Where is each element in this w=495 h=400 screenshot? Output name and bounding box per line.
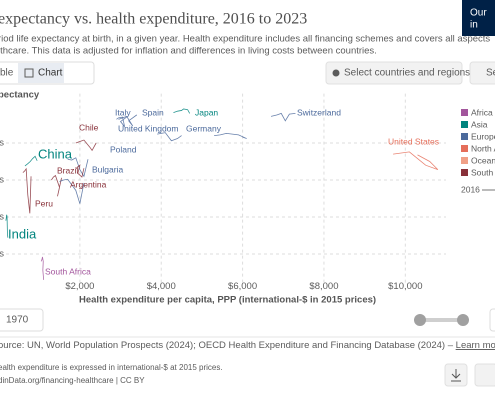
country-line xyxy=(22,167,32,214)
legend-swatch xyxy=(461,169,468,176)
source: ource: UN, World Population Prospects (2… xyxy=(0,340,495,351)
country-line xyxy=(40,256,45,280)
play-button[interactable] xyxy=(489,308,495,332)
timeline-label: 1970 xyxy=(6,315,29,326)
share-button[interactable] xyxy=(474,363,495,387)
legend-label: South A xyxy=(471,167,495,177)
button-label: Se xyxy=(486,68,495,79)
country-label: Argentina xyxy=(70,179,107,189)
country-label: United States xyxy=(388,136,439,146)
country-label: Switzerland xyxy=(297,107,341,117)
tab-active[interactable] xyxy=(18,63,64,83)
y-tick-label: s xyxy=(0,175,4,186)
country-label: United Kingdom xyxy=(118,123,178,133)
legend-swatch xyxy=(461,157,468,164)
country-line xyxy=(51,174,62,197)
eye-icon xyxy=(332,69,340,77)
legend-swatch xyxy=(461,121,468,128)
legend-label: Oceani xyxy=(471,155,495,165)
legend-label: North A xyxy=(471,143,495,153)
country-line xyxy=(24,155,38,167)
country-line xyxy=(173,108,191,114)
legend-swatch xyxy=(461,133,468,140)
country-label: Brazil xyxy=(57,165,78,175)
x-tick-label: $2,000 xyxy=(65,281,94,292)
country-line xyxy=(393,151,439,171)
country-line xyxy=(67,157,89,178)
subtitle: lthcare. This data is adjusted for infla… xyxy=(0,46,377,57)
legend-label: Africa xyxy=(471,107,493,117)
timeline-knob[interactable] xyxy=(414,314,426,326)
legend-year: 2016 xyxy=(461,184,480,194)
settings-button[interactable] xyxy=(469,61,495,85)
title: expectancy vs. health expenditure, 2016 … xyxy=(0,11,307,28)
country-label: Spain xyxy=(142,107,164,117)
x-tick-label: $10,000 xyxy=(388,281,422,292)
country-line xyxy=(118,114,138,127)
country-line xyxy=(116,116,127,127)
x-tick-label: $6,000 xyxy=(228,281,257,292)
y-axis-label: pectancy xyxy=(0,90,40,101)
tab[interactable]: Chart xyxy=(38,68,63,79)
logo[interactable] xyxy=(462,0,495,36)
country-line xyxy=(75,164,85,178)
country-line xyxy=(157,132,182,142)
timeline-knob[interactable] xyxy=(457,314,469,326)
note: ealth expenditure is expressed in intern… xyxy=(0,363,223,372)
timeline-start[interactable] xyxy=(0,308,44,332)
url: dinData.org/financing-healthcare | CC BY xyxy=(0,376,145,385)
country-label: China xyxy=(38,146,73,161)
country-line xyxy=(59,178,85,204)
country-label: Chile xyxy=(79,122,99,132)
subtitle: riod life expectancy at birth, in a give… xyxy=(0,34,490,45)
country-line xyxy=(75,139,97,152)
tab[interactable]: ble xyxy=(0,68,14,79)
country-line xyxy=(5,214,9,238)
legend-swatch xyxy=(461,109,468,116)
country-label: South Africa xyxy=(45,266,91,276)
plot: $2,000 $4,000 $6,000 $8,000 $10,000 s s s s Italy… xyxy=(0,93,446,292)
country-label: Germany xyxy=(186,123,222,133)
legend-swatch xyxy=(461,145,468,152)
country-line xyxy=(214,132,247,139)
country-label: Peru xyxy=(35,198,53,208)
country-line xyxy=(270,112,296,122)
y-tick-label: s xyxy=(0,249,4,260)
button-label: Select countries and regions xyxy=(344,68,470,79)
country-label: Italy xyxy=(115,107,131,117)
learn-more[interactable]: Learn more about t xyxy=(456,340,495,351)
download-icon xyxy=(451,369,461,382)
chart-icon xyxy=(24,68,34,78)
legend-label: Asia xyxy=(471,119,488,129)
logo-text: in xyxy=(470,20,478,31)
logo-text: Our xyxy=(470,8,487,19)
country-label: India xyxy=(8,226,37,241)
y-tick-label: s xyxy=(0,212,4,223)
country-label: Japan xyxy=(195,107,218,117)
x-tick-label: $8,000 xyxy=(309,281,338,292)
source-text: ource: UN, World Population Prospects (2… xyxy=(0,340,456,351)
x-tick-label: $4,000 xyxy=(147,281,176,292)
select-button[interactable] xyxy=(325,61,463,85)
x-axis-label: Health expenditure per capita, PPP (inte… xyxy=(79,295,376,306)
legend: Africa Asia Europe North A Oceani South A 2016 xyxy=(461,107,495,194)
country-label: Poland xyxy=(110,144,137,154)
legend-label: Europe xyxy=(471,131,495,141)
y-tick-label: s xyxy=(0,138,4,149)
country-label: Bulgaria xyxy=(92,164,123,174)
